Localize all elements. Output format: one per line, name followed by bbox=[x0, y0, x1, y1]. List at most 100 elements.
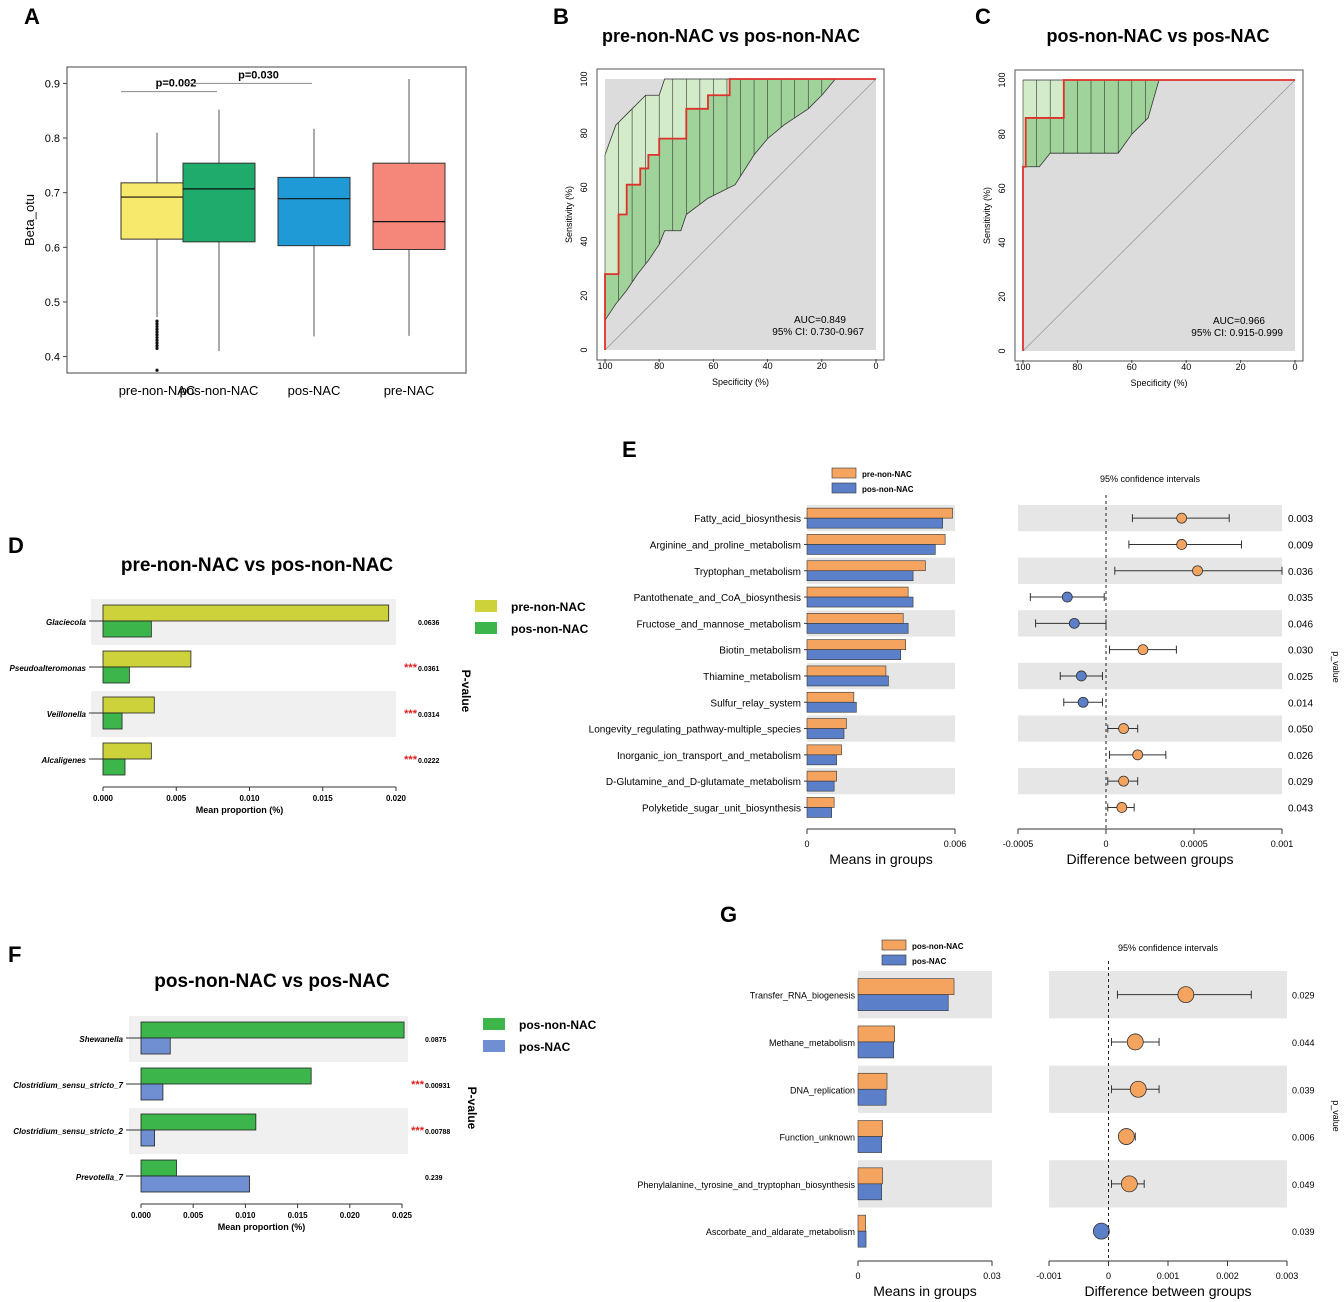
bar-pos-non-NAC bbox=[140, 1159, 177, 1177]
roc-panel-b: pre-non-NAC vs pos-non-NAC 100 0 80 20 60 40 40… bbox=[564, 26, 885, 387]
panel-label-e: E bbox=[622, 437, 637, 462]
bar-pos-non-NAC bbox=[102, 712, 123, 730]
pathway-label: Tryptophan_metabolism bbox=[694, 567, 801, 578]
x-tick-label: 0.000 bbox=[131, 1211, 152, 1220]
bar-pos-NAC bbox=[140, 1175, 250, 1193]
difference-point bbox=[1120, 1175, 1138, 1193]
pathway-label: Inorganic_ion_transport_and_metabolism bbox=[617, 751, 801, 762]
p-value-label: 0.0361 bbox=[418, 666, 440, 673]
right-x-tick-label: 0.003 bbox=[1276, 1271, 1299, 1281]
legend-label: pos-non-NAC bbox=[519, 1018, 597, 1032]
right-x-tick-label: 0 bbox=[1106, 1271, 1111, 1281]
legend-label: pos-non-NAC bbox=[862, 485, 914, 494]
panel-label-a: A bbox=[24, 4, 40, 29]
right-x-axis-label: Difference between groups bbox=[1084, 1283, 1251, 1299]
ci-label: 95% CI: 0.915-0.999 bbox=[1191, 328, 1283, 339]
x-tick-label: 0.025 bbox=[392, 1211, 413, 1220]
bar-group-2 bbox=[857, 1183, 882, 1201]
left-x-tick-label: 0 bbox=[855, 1271, 860, 1281]
bar-group-2 bbox=[806, 623, 909, 634]
p-value-label: 0.003 bbox=[1288, 514, 1313, 525]
y-tick-label: 0.4 bbox=[45, 352, 60, 364]
p-value-label: 0.029 bbox=[1288, 777, 1313, 788]
bar-group-1 bbox=[857, 1214, 866, 1232]
difference-point bbox=[1132, 749, 1144, 761]
pathway-label: Fructose_and_mannose_metabolism bbox=[636, 619, 801, 630]
category-label: Pseudoalteromonas bbox=[10, 664, 87, 673]
p-value-label: 0.0636 bbox=[418, 620, 440, 627]
left-x-axis-label: Means in groups bbox=[829, 851, 933, 867]
plot-frame bbox=[1014, 69, 1304, 362]
bar-group-1 bbox=[806, 665, 887, 677]
bar-group-2 bbox=[806, 780, 835, 792]
outlier-point bbox=[155, 330, 159, 334]
y-tick-label: 80 bbox=[997, 129, 1007, 139]
significance-stars: *** bbox=[404, 708, 418, 720]
panel-label-g: G bbox=[720, 902, 737, 927]
legend-label: pos-NAC bbox=[912, 957, 946, 966]
p-value-label: 0.00788 bbox=[425, 1129, 450, 1136]
bar-pos-non-NAC bbox=[102, 666, 130, 684]
x-tick-label: 40 bbox=[763, 361, 773, 371]
x-tick-label: pos-NAC bbox=[288, 383, 341, 398]
bar-group-2 bbox=[806, 517, 943, 529]
p-value-label: 0.0222 bbox=[418, 758, 440, 765]
bar-group-1 bbox=[806, 560, 926, 572]
x-tick-label: pre-NAC bbox=[384, 383, 435, 398]
right-x-tick-label: -0.0005 bbox=[1003, 839, 1034, 849]
bar-pos-NAC bbox=[140, 1129, 155, 1147]
ci-title: 95% confidence intervals bbox=[1118, 943, 1219, 953]
x-tick-label: 60 bbox=[1127, 362, 1137, 372]
outlier-point bbox=[155, 333, 159, 337]
bar-pre-non-NAC bbox=[102, 650, 192, 668]
pathway-label: DNA_replication bbox=[790, 1085, 855, 1095]
pathway-label: Transfer_RNA_biogenesis bbox=[750, 991, 856, 1001]
x-tick-label: 80 bbox=[654, 361, 664, 371]
p-value-axis-label: p_value bbox=[1331, 1100, 1341, 1132]
y-tick-label: 20 bbox=[579, 291, 589, 301]
panel-label-f: F bbox=[8, 942, 21, 967]
auc-label: AUC=0.849 bbox=[794, 315, 846, 326]
bar-pos-non-NAC bbox=[102, 620, 152, 638]
bar-pos-non-NAC bbox=[140, 1021, 405, 1039]
p-value-label: 0.044 bbox=[1292, 1038, 1315, 1048]
bar-pos-non-NAC bbox=[140, 1113, 257, 1131]
bar-group-2 bbox=[806, 649, 902, 660]
outlier-point bbox=[155, 368, 159, 372]
roc-title: pre-non-NAC vs pos-non-NAC bbox=[602, 26, 860, 46]
legend-label: pre-non-NAC bbox=[511, 600, 586, 614]
bar-group-2 bbox=[857, 1041, 895, 1059]
ci-label: 95% CI: 0.730-0.967 bbox=[772, 327, 864, 338]
box-pos-non-NAC bbox=[182, 162, 256, 243]
pathway-label: D-Glutamine_and_D-glutamate_metabolism bbox=[606, 777, 801, 788]
outlier-point bbox=[155, 344, 159, 348]
x-tick-label: 0.015 bbox=[288, 1211, 309, 1220]
significance-stars: *** bbox=[404, 754, 418, 766]
box-pre-NAC bbox=[372, 162, 446, 251]
bar-pos-NAC bbox=[140, 1037, 171, 1055]
p-value-label: 0.00931 bbox=[425, 1083, 450, 1090]
legend-label: pos-non-NAC bbox=[511, 622, 589, 636]
bar-pre-non-NAC bbox=[102, 604, 390, 622]
outlier-point bbox=[155, 322, 159, 326]
pathway-label: Pantothenate_and_CoA_biosynthesis bbox=[634, 593, 801, 604]
category-label: Veillonella bbox=[47, 710, 87, 719]
category-label: Shewanella bbox=[79, 1035, 123, 1044]
y-tick-label: 40 bbox=[997, 238, 1007, 248]
ci-lower-line bbox=[604, 78, 876, 321]
difference-point bbox=[1116, 802, 1128, 813]
error-bar-panel-e: pre-non-NAC pos-non-NAC 95% confidence int… bbox=[589, 467, 1341, 867]
right-x-axis-label: Difference between groups bbox=[1066, 851, 1233, 867]
significance-stars: *** bbox=[404, 662, 418, 674]
outlier-point bbox=[155, 335, 159, 340]
bar-panel-d: pre-non-NAC vs pos-non-NAC Glaciecola 0.06… bbox=[10, 555, 589, 815]
row-background-right bbox=[1018, 715, 1282, 742]
difference-point bbox=[1129, 1080, 1147, 1098]
outlier-point bbox=[155, 341, 159, 345]
p-value-label: 0.039 bbox=[1292, 1227, 1315, 1237]
x-tick-label: 100 bbox=[1015, 362, 1030, 372]
y-tick-label: 80 bbox=[579, 128, 589, 138]
bar-group-1 bbox=[857, 1025, 895, 1043]
bar-panel-f: pos-non-NAC vs pos-NAC Shewanella 0.0875 Cl… bbox=[13, 971, 596, 1232]
pathway-label: Biotin_metabolism bbox=[719, 646, 801, 657]
